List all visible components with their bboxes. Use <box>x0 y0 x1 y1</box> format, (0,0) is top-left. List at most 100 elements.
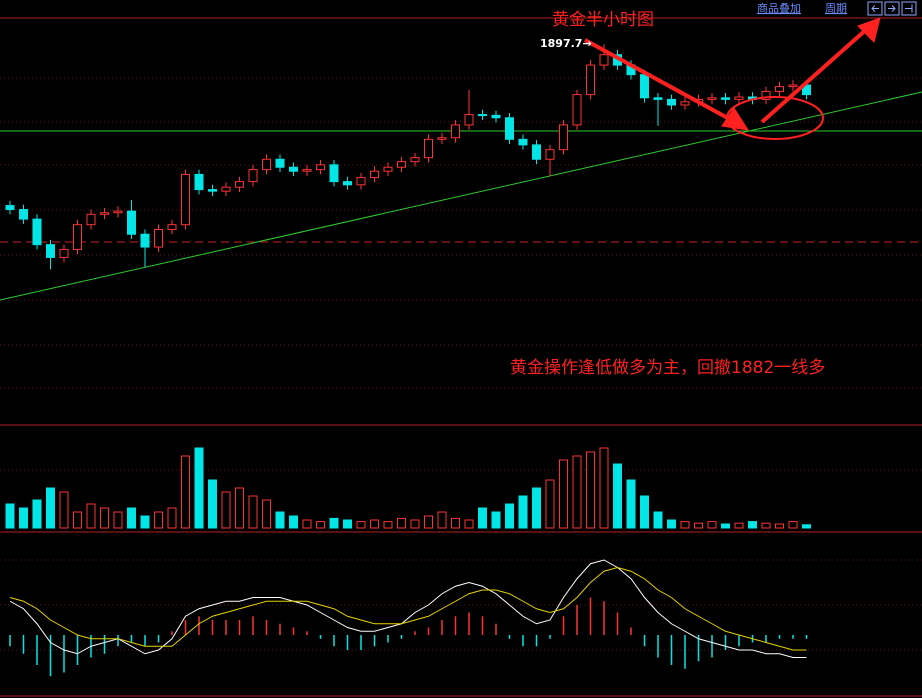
panel-borders <box>0 17 922 697</box>
volume-bar <box>46 487 55 529</box>
volume-bar <box>181 455 190 529</box>
volume-bar <box>775 523 784 529</box>
volume-bar <box>518 495 528 529</box>
volume-bar <box>140 515 150 529</box>
volume-bar <box>113 511 123 529</box>
volume-bar <box>32 499 42 529</box>
volume-bar <box>208 479 217 529</box>
candle-body <box>451 124 460 139</box>
volume-bar <box>221 491 231 529</box>
volume-bar <box>59 491 69 529</box>
candle-body <box>680 101 690 106</box>
candle-body <box>599 54 609 66</box>
candle-body <box>5 205 15 211</box>
nav-icons[interactable] <box>867 1 917 16</box>
candle-body <box>343 181 352 186</box>
volume-bar <box>235 487 244 529</box>
candle-body <box>73 224 82 250</box>
volume-bar <box>370 519 379 529</box>
volume-bar <box>748 521 757 529</box>
volume-bar <box>559 459 568 529</box>
candle-body <box>721 97 730 100</box>
candle-body <box>86 213 96 226</box>
volume-bar <box>302 519 312 529</box>
arrow <box>584 38 736 124</box>
candle-body <box>19 209 28 220</box>
arrow <box>760 26 870 124</box>
toolbar-button[interactable]: 周期 <box>825 2 847 15</box>
volume-bar <box>329 517 339 529</box>
trend-line <box>0 91 922 301</box>
volume-bar <box>653 511 663 529</box>
volume-bar <box>127 507 136 529</box>
volume-bar <box>262 499 271 529</box>
volume-bar <box>721 523 730 529</box>
volume-bar <box>167 507 177 529</box>
candle-body <box>289 166 298 172</box>
candle-body <box>707 97 717 100</box>
candle-body <box>775 86 784 92</box>
volume-bar <box>734 522 744 529</box>
nav-left[interactable] <box>867 1 883 16</box>
candle-body <box>667 98 676 106</box>
candle-body <box>437 137 447 140</box>
candle-body <box>397 161 406 168</box>
volume-bar <box>397 517 406 529</box>
volume-bar <box>437 511 447 529</box>
dif-line <box>9 559 807 658</box>
volume-bar <box>599 447 609 529</box>
volume-bar <box>613 463 622 529</box>
toolbar-button[interactable]: 商品叠加 <box>757 1 801 15</box>
candle-body <box>59 248 69 258</box>
candle-body <box>140 233 150 248</box>
candle-body <box>491 114 501 119</box>
nav-right[interactable] <box>884 1 900 16</box>
candle-body <box>167 224 177 230</box>
candle-body <box>221 186 231 192</box>
volume-bar <box>707 521 717 529</box>
candle-body <box>316 164 325 171</box>
icon <box>871 5 879 12</box>
candle-body <box>302 169 312 172</box>
candle-body <box>275 158 285 168</box>
volume-bar <box>86 503 96 529</box>
candle-body <box>100 212 109 215</box>
candle-body <box>586 64 595 96</box>
nav-end[interactable] <box>901 1 917 16</box>
candle-body <box>235 181 244 188</box>
volume-bar <box>761 522 771 529</box>
icon <box>888 5 896 12</box>
candle-body <box>761 90 771 100</box>
candle-body <box>46 244 55 258</box>
volume-bar <box>491 511 501 529</box>
dea-line <box>9 566 807 651</box>
volume-bar <box>640 495 649 529</box>
volume-bar <box>464 519 474 529</box>
candle-body <box>640 74 649 99</box>
peak-label: 1897.7→ <box>540 37 592 50</box>
volume-bar <box>383 521 393 529</box>
comment: 黄金操作逢低做多为主，回撤1882一线多 <box>510 358 825 378</box>
candle-body <box>518 138 528 146</box>
volume-bar <box>5 503 15 529</box>
volume-bar <box>667 519 676 529</box>
icon <box>905 4 913 13</box>
volume-bar <box>73 511 82 529</box>
volume-bar <box>572 455 582 529</box>
arrow-head <box>857 17 881 43</box>
volume-bar <box>194 447 204 529</box>
candle-body <box>505 117 514 140</box>
candle-body <box>356 177 366 186</box>
volume-bar <box>289 515 298 529</box>
volume-bar <box>788 521 798 529</box>
volume-bar <box>343 519 352 529</box>
volume-bar <box>248 495 258 529</box>
volume-bar <box>586 451 595 529</box>
candle-body <box>788 84 798 88</box>
volume-bar <box>356 521 366 529</box>
candle-body <box>545 149 555 160</box>
candle-body <box>113 210 123 214</box>
volume-bar <box>19 507 28 529</box>
